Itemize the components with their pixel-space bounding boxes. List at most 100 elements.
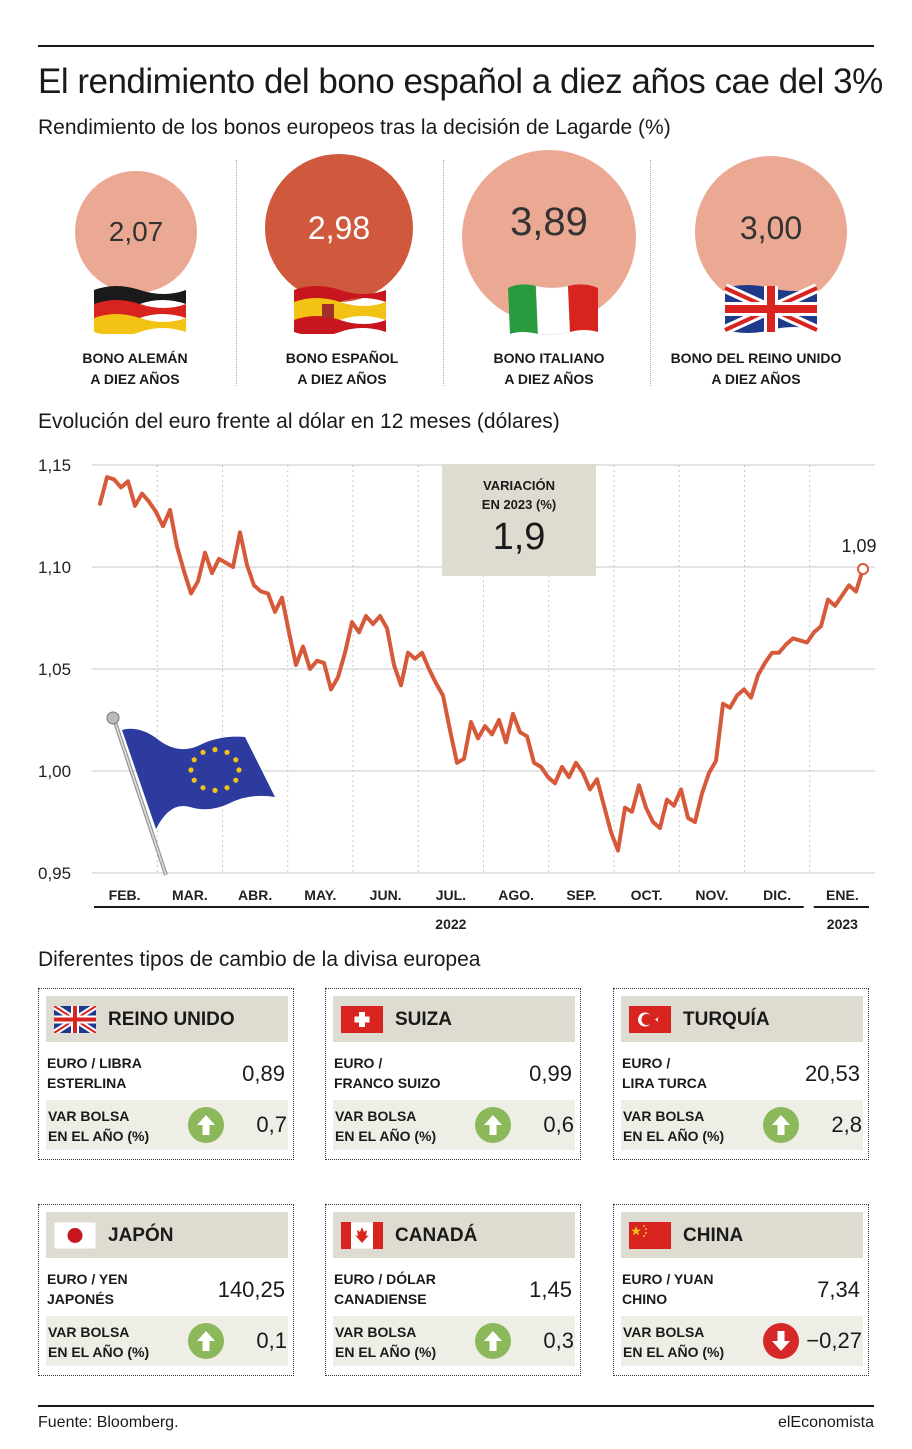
bond-value: 3,00 (739, 210, 803, 246)
country-name: JAPÓN (108, 1225, 174, 1246)
exchange-card-turquía: TURQUÍA EURO / LIRA TURCA 20,53 VAR BOLSA EN … (613, 988, 869, 1160)
country-name: TURQUÍA (683, 1009, 770, 1030)
rate-value: 0,89 (242, 1061, 285, 1086)
arrow-up-icon (763, 1107, 799, 1143)
variation-box: VARIACIÓN EN 2023 (%) 1,9 (442, 464, 596, 576)
bond-value-bubble: 2,98 (265, 154, 413, 302)
card-header: SUIZA (333, 996, 575, 1042)
x-tick-label: MAR. (172, 887, 208, 903)
exchange-card-china: CHINA EURO / YUAN CHINO 7,34 VAR BOLSA EN EL … (613, 1204, 869, 1376)
variation-row: VAR BOLSA EN EL AÑO (%) 0,6 (333, 1100, 575, 1150)
x-tick-label: JUL. (436, 887, 466, 903)
variation-value: 0,7 (256, 1112, 287, 1137)
bond-value: 2,98 (307, 209, 371, 246)
variation-value: 2,8 (831, 1112, 862, 1137)
arrow-up-icon (475, 1107, 511, 1143)
variation-row: VAR BOLSA EN EL AÑO (%) 0,1 (46, 1316, 288, 1366)
variation-label: VAR BOLSA EN EL AÑO (%) (335, 1324, 437, 1360)
arrow-down-icon (763, 1323, 799, 1359)
page-title: El rendimiento del bono español a diez a… (38, 62, 883, 101)
end-point-marker (857, 563, 869, 576)
y-tick-label: 1,10 (38, 558, 71, 577)
x-tick-label: AGO. (498, 887, 534, 903)
exchange-card-reino-unido: REINO UNIDO EURO / LIBRA ESTERLINA 0,89 VAR … (38, 988, 294, 1160)
rate-label: EURO / LIRA TURCA (622, 1055, 708, 1091)
japan-flag-icon (54, 1222, 96, 1249)
bond-value-bubble: 3,00 (695, 156, 847, 308)
variation-row: VAR BOLSA EN EL AÑO (%) 0,7 (46, 1100, 288, 1150)
variation-value: 0,6 (543, 1112, 574, 1137)
year-label: 2022 (435, 916, 466, 932)
exchange-card-canadá: CANADÁ EURO / DÓLAR CANADIENSE 1,45 VAR BOLS… (325, 1204, 581, 1376)
rate-label: EURO / YEN JAPONÉS (47, 1271, 128, 1307)
divider (443, 160, 444, 386)
rate-value: 140,25 (217, 1277, 285, 1302)
variation-row: VAR BOLSA EN EL AÑO (%) 2,8 (621, 1100, 863, 1150)
rate-value: 1,45 (529, 1277, 572, 1302)
card-header: CHINA (621, 1212, 863, 1258)
bond-italy: 3,89 BONO ITALIANO A DIEZ AÑOS (444, 146, 654, 387)
bond-label: BONO ITALIANO A DIEZ AÑOS (493, 350, 605, 387)
arrow-up-icon (188, 1107, 224, 1143)
source-note: Fuente: Bloomberg. (38, 1414, 179, 1431)
card-header: REINO UNIDO (46, 996, 288, 1042)
variation-label: VAR BOLSA EN EL AÑO (%) (623, 1324, 725, 1360)
year-label: 2023 (827, 916, 858, 932)
card-header: CANADÁ (333, 1212, 575, 1258)
bond-label: BONO ALEMÁN A DIEZ AÑOS (82, 350, 188, 387)
rate-value: 0,99 (529, 1061, 572, 1086)
x-tick-label: ENE. (826, 887, 859, 903)
rate-value: 7,34 (817, 1277, 860, 1302)
country-name: REINO UNIDO (108, 1009, 235, 1030)
y-tick-label: 0,95 (38, 864, 71, 883)
variation-row: VAR BOLSA EN EL AÑO (%) 0,3 (333, 1316, 575, 1366)
country-name: CANADÁ (395, 1225, 478, 1246)
bond-value-bubble: 3,89 (462, 150, 636, 324)
arrow-up-icon (475, 1323, 511, 1359)
card-header: JAPÓN (46, 1212, 288, 1258)
variation-value: 0,1 (256, 1328, 287, 1353)
canada-flag-icon (341, 1222, 383, 1249)
variation-row: VAR BOLSA EN EL AÑO (%) −0,27 (621, 1316, 863, 1366)
divider (236, 160, 237, 386)
x-tick-label: ABR. (238, 887, 272, 903)
switzerland-flag-icon (341, 1006, 383, 1033)
china-flag-icon (629, 1222, 671, 1249)
variation-label: VAR BOLSA EN EL AÑO (%) (335, 1108, 437, 1144)
variation-value: 0,3 (543, 1328, 574, 1353)
germany-flag-icon (94, 286, 186, 334)
x-tick-label: DIC. (763, 887, 791, 903)
exchange-card-suiza: SUIZA EURO / FRANCO SUIZO 0,99 VAR BOLSA EN E… (325, 988, 581, 1160)
arrow-up-icon (188, 1323, 224, 1359)
bond-uk: 3,00 BONO DEL REINO UNIDO A DIEZ AÑOS (651, 146, 861, 387)
divider (650, 160, 651, 386)
brand-name: elEconomista (777, 1414, 874, 1431)
italy-flag-icon (508, 284, 598, 335)
exchange-card-japón: JAPÓN EURO / YEN JAPONÉS 140,25 VAR BOLSA EN … (38, 1204, 294, 1376)
uk-flag-icon (54, 1006, 96, 1033)
bond-value: 3,89 (510, 200, 588, 244)
x-tick-label: SEP. (566, 887, 596, 903)
uk-flag-icon (723, 283, 819, 334)
variation-label: VAR BOLSA EN EL AÑO (%) (623, 1108, 725, 1144)
exchange-title: Diferentes tipos de cambio de la divisa … (38, 948, 481, 971)
series-line (98, 475, 865, 853)
variation-value: −0,27 (806, 1328, 862, 1353)
y-tick-label: 1,15 (38, 456, 71, 475)
x-tick-label: NOV. (695, 887, 728, 903)
rate-label: EURO / DÓLAR CANADIENSE (334, 1271, 436, 1307)
country-name: SUIZA (395, 1009, 452, 1030)
bond-value-bubble: 2,07 (75, 171, 197, 293)
rate-label: EURO / YUAN CHINO (622, 1271, 714, 1307)
eu-flag-icon (106, 711, 275, 876)
turkey-flag-icon (629, 1006, 671, 1033)
variation-value: 1,9 (492, 516, 546, 558)
bond-germany: 2,07 BONO ALEMÁN A DIEZ AÑOS (30, 146, 240, 387)
x-tick-label: OCT. (631, 887, 663, 903)
x-tick-label: JUN. (370, 887, 402, 903)
bond-value: 2,07 (108, 216, 164, 247)
chart-title: Evolución del euro frente al dólar en 12… (38, 410, 560, 433)
top-rule (38, 45, 874, 47)
variation-label: VAR BOLSA EN EL AÑO (%) (48, 1324, 150, 1360)
card-header: TURQUÍA (621, 996, 863, 1042)
